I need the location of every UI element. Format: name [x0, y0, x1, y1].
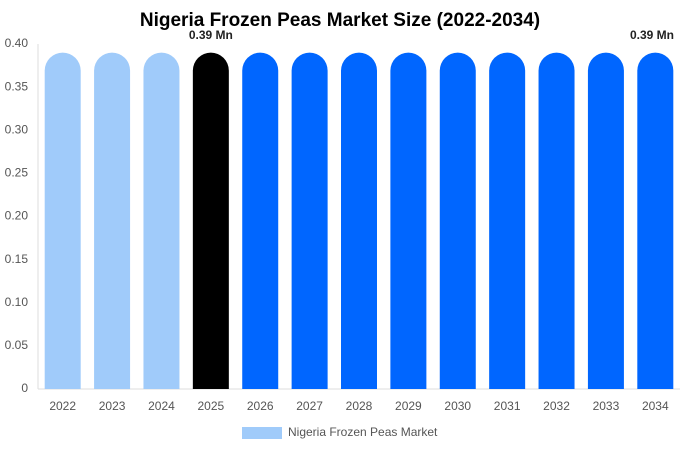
y-tick-label: 0.05 — [5, 338, 29, 352]
x-tick-label: 2034 — [642, 399, 669, 413]
y-tick-label: 0.40 — [5, 36, 29, 50]
x-tick-label: 2029 — [395, 399, 422, 413]
x-tick-label: 2033 — [593, 399, 620, 413]
y-tick-label: 0.35 — [5, 79, 29, 93]
legend-label: Nigeria Frozen Peas Market — [288, 425, 438, 439]
y-tick-label: 0.30 — [5, 122, 29, 136]
x-tick-label: 2024 — [148, 399, 175, 413]
x-tick-label: 2025 — [197, 399, 224, 413]
y-tick-label: 0.20 — [5, 209, 29, 223]
bar — [538, 52, 575, 389]
y-tick-label: 0.15 — [5, 252, 29, 266]
y-tick-label: 0.25 — [5, 166, 29, 180]
bar — [587, 52, 624, 389]
bar — [390, 52, 427, 389]
y-tick-label: 0.10 — [5, 295, 29, 309]
x-tick-label: 2032 — [543, 399, 570, 413]
bar — [637, 52, 674, 389]
bar — [341, 52, 377, 389]
x-tick-label: 2026 — [247, 399, 274, 413]
legend-swatch — [242, 427, 282, 439]
bar — [192, 52, 229, 389]
x-tick-label: 2031 — [494, 399, 521, 413]
bar — [291, 52, 328, 389]
bar — [439, 52, 476, 389]
x-tick-label: 2030 — [444, 399, 471, 413]
x-tick-label: 2022 — [49, 399, 76, 413]
bar — [94, 52, 131, 389]
data-label: 0.39 Mn — [630, 28, 674, 42]
x-tick-label: 2023 — [99, 399, 126, 413]
chart-title: Nigeria Frozen Peas Market Size (2022-20… — [140, 10, 540, 31]
bar — [143, 52, 180, 389]
bar — [242, 52, 279, 389]
bar — [44, 52, 81, 389]
x-tick-label: 2028 — [346, 399, 373, 413]
data-label: 0.39 Mn — [189, 28, 233, 42]
y-tick-label: 0 — [21, 381, 28, 395]
bar — [489, 52, 526, 389]
x-tick-label: 2027 — [296, 399, 323, 413]
